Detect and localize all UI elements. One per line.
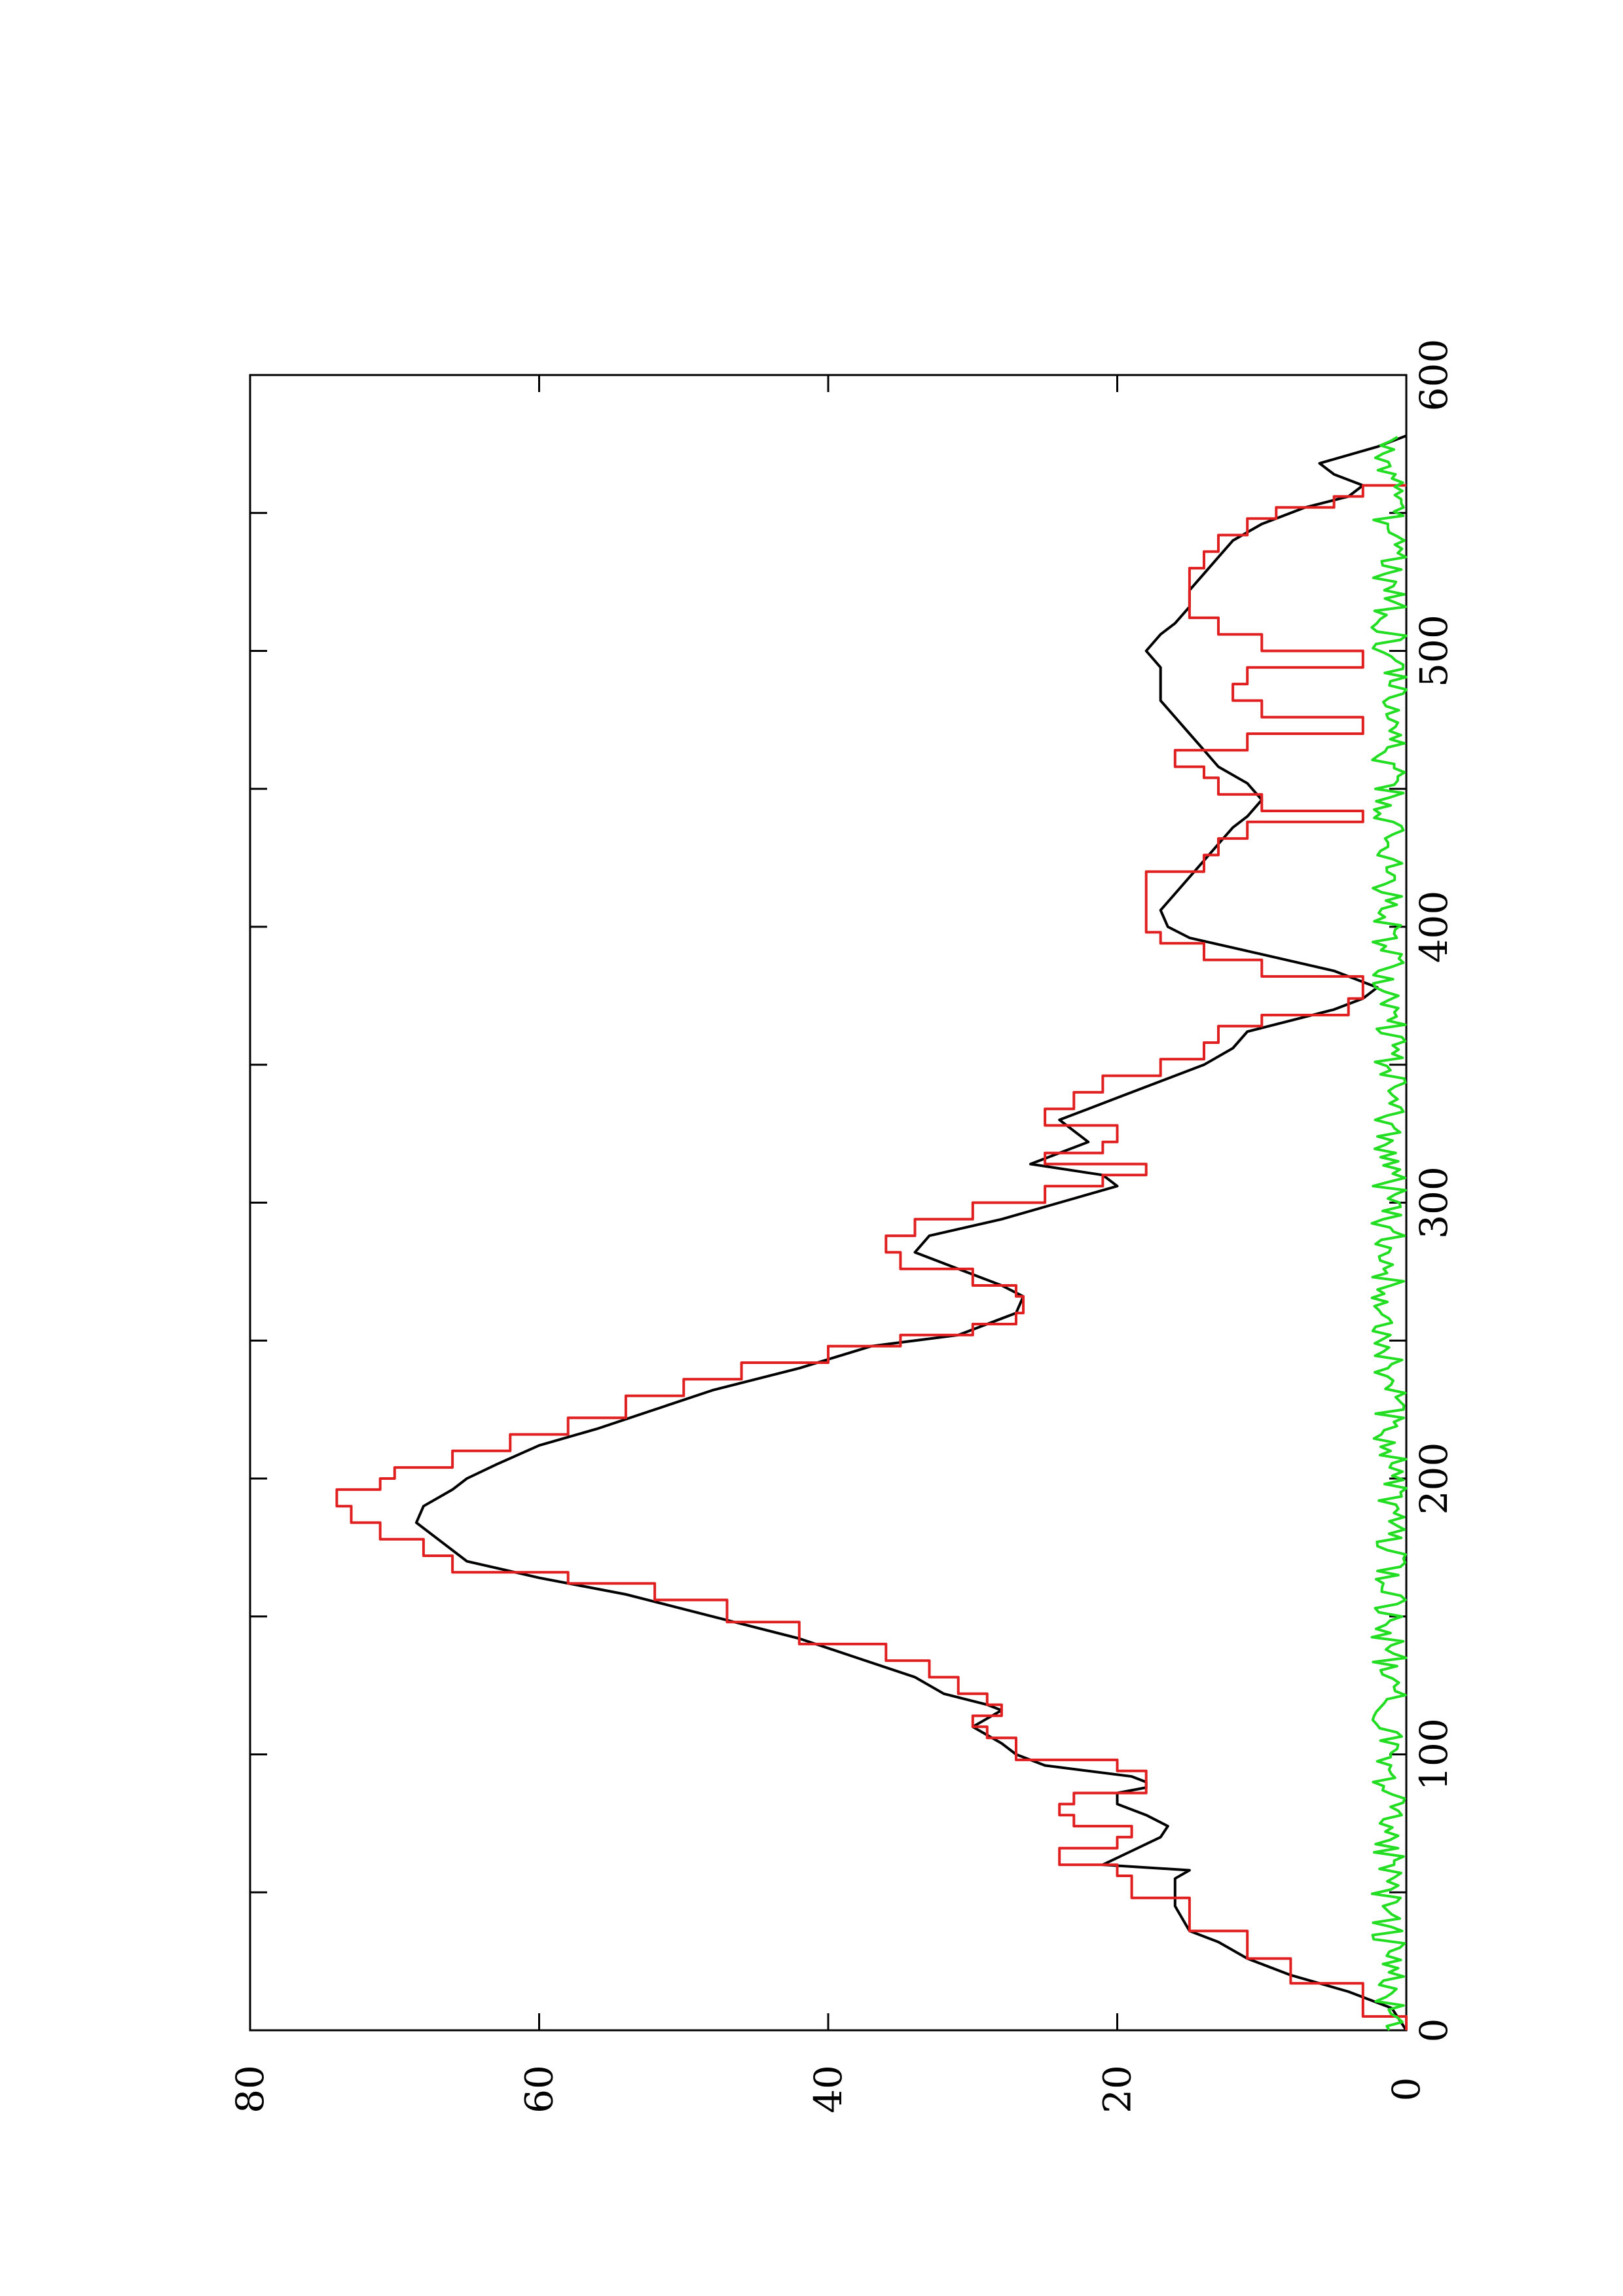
axis-ticks xyxy=(249,374,1408,2032)
y-tick-label: 0 xyxy=(1384,2077,1429,2102)
y-tick-label: 60 xyxy=(517,2065,562,2113)
x-tick-label: 0 xyxy=(1412,2018,1456,2043)
x-tick-label: 400 xyxy=(1412,891,1456,963)
y-tick-label: 80 xyxy=(228,2065,272,2113)
series-line-2 xyxy=(335,484,1408,2030)
axis-tick-labels: 0 100 200 300 400 500 600 0 20 40 60 80 xyxy=(228,339,1456,2113)
series-line-3 xyxy=(1370,436,1408,2032)
x-tick-label: 500 xyxy=(1412,615,1456,687)
x-tick-label: 600 xyxy=(1412,339,1456,412)
series-line-1 xyxy=(414,434,1408,2032)
x-tick-label: 100 xyxy=(1412,1718,1456,1791)
x-tick-label: 200 xyxy=(1412,1443,1456,1515)
y-tick-label: 20 xyxy=(1095,2065,1140,2113)
series-group xyxy=(335,434,1408,2032)
x-tick-label: 300 xyxy=(1412,1166,1456,1239)
plot-frame xyxy=(249,374,1408,2032)
y-tick-label: 40 xyxy=(806,2065,850,2113)
